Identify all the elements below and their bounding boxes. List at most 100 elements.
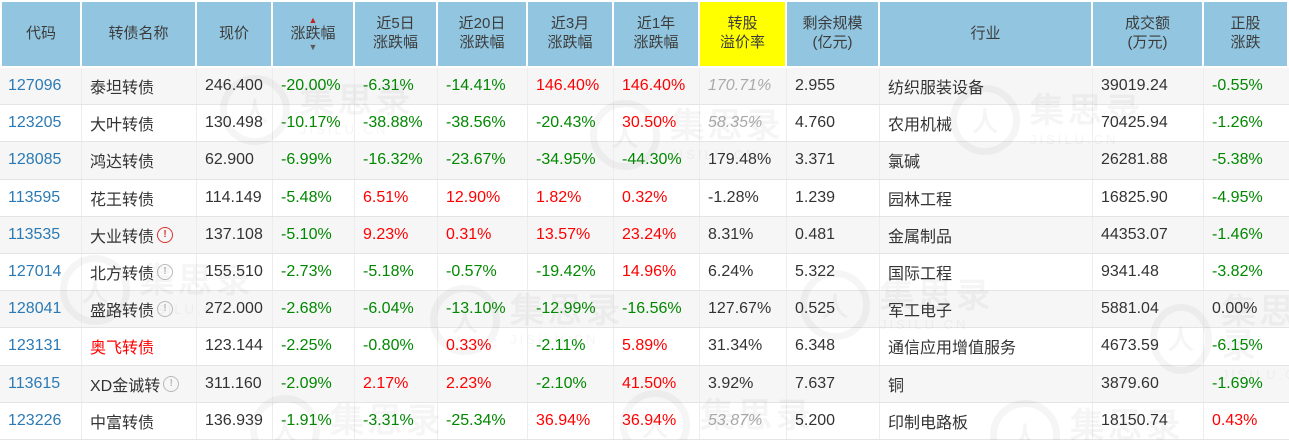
cell-stock-change-value: -1.46% (1212, 225, 1263, 243)
bond-alert-icon[interactable]: ! (157, 301, 174, 318)
table-row: 113535 大业转债! 137.108 -5.10% 9.23% 0.31% 13.57%… (0, 216, 1289, 254)
col-header-name[interactable]: 转债名称 (82, 2, 197, 66)
cell-change-20d: -0.57% (438, 253, 528, 291)
cell-stock-change: 0.43% (1204, 403, 1289, 439)
cell-change-20d-value: -14.41% (446, 77, 506, 95)
col-header-chg20d[interactable]: 近20日 涨跌幅 (438, 2, 528, 66)
cell-change-3m: -34.95% (528, 142, 614, 179)
cell-change-1y: 0.32% (614, 179, 700, 216)
col-header-price[interactable]: 现价 (197, 2, 273, 66)
col-header-label: 正股 (1230, 15, 1261, 33)
bond-name-label: 奥飞转债 (90, 340, 155, 358)
cell-stock-change-value: -4.95% (1212, 188, 1263, 206)
cell-code[interactable]: 123226 (0, 402, 82, 439)
cell-change-3m: 1.82% (528, 179, 614, 216)
cell-change-value: -2.25% (281, 337, 332, 355)
cell-premium-value: 127.67% (708, 300, 772, 318)
col-header-chg3m[interactable]: 近3月 涨跌幅 (528, 2, 614, 66)
cell-change-5d-value: -5.18% (363, 263, 414, 281)
cell-code[interactable]: 127014 (0, 253, 82, 291)
col-header-code[interactable]: 代码 (0, 2, 82, 66)
bond-name-label: 鸿达转债 (90, 154, 155, 172)
cell-bond-name: 北方转债! (82, 253, 197, 291)
cell-code[interactable]: 127096 (0, 68, 82, 105)
table-row: 127096 泰坦转债 246.400 -20.00% -6.31% -14.41% 146… (0, 68, 1289, 106)
cell-change-5d: -3.31% (355, 402, 438, 439)
cell-price: 311.160 (197, 365, 273, 402)
cell-change-20d: 12.90% (438, 179, 528, 216)
cell-premium-value: 179.48% (708, 151, 772, 169)
cell-change-3m: 13.57% (528, 216, 614, 253)
cell-industry: 纺织服装设备 (880, 68, 1093, 105)
col-header-label: 涨跌幅 (547, 34, 593, 51)
cell-code[interactable]: 113615 (0, 365, 82, 402)
cell-bond-name: 大业转债! (82, 216, 197, 253)
cell-change: -2.73% (273, 253, 355, 291)
bond-alert-icon[interactable]: ! (157, 264, 174, 281)
cell-change-20d-value: -38.56% (446, 114, 506, 132)
cell-stock-change-value: -1.26% (1212, 114, 1263, 132)
table-row: 127014 北方转债! 155.510 -2.73% -5.18% -0.57% -19.… (0, 253, 1289, 292)
cell-premium-value: 8.31% (708, 225, 754, 243)
cell-code[interactable]: 128041 (0, 291, 82, 328)
cell-industry: 农用机械 (880, 105, 1093, 142)
col-header-chg5d[interactable]: 近5日 涨跌幅 (355, 2, 438, 66)
col-header-label: 近1年 (636, 15, 676, 33)
cell-change: -10.17% (273, 105, 355, 142)
col-header-size[interactable]: 剩余规模 (亿元) (787, 2, 880, 66)
cell-change-3m: -2.10% (528, 365, 614, 402)
cell-price: 62.900 (197, 142, 273, 179)
cell-change-20d: 2.23% (438, 365, 528, 402)
cell-change-5d: 6.51% (355, 179, 438, 216)
cell-code[interactable]: 123131 (0, 328, 82, 365)
cell-bond-name: 花王转债 (82, 179, 197, 216)
cell-change-value: -2.09% (281, 374, 332, 392)
cell-change-value: -5.48% (281, 188, 332, 206)
cell-change-5d-value: -38.88% (363, 114, 423, 132)
cell-change: -6.99% (273, 142, 355, 179)
col-header-label: 涨跌幅 (290, 24, 336, 42)
cell-change-5d-value: -3.31% (363, 411, 414, 429)
cell-price: 155.510 (197, 253, 273, 291)
cell-bond-name: 盛路转债! (82, 291, 197, 328)
cell-change-3m-value: -2.10% (536, 374, 587, 392)
cell-change-20d: 0.31% (438, 216, 528, 253)
cell-size: 0.481 (787, 216, 880, 253)
sort-asc-icon[interactable]: ▲ (308, 14, 318, 25)
cell-change-20d-value: -0.57% (446, 263, 497, 281)
bond-alert-icon[interactable]: ! (163, 375, 180, 392)
cell-change-5d: -38.88% (355, 105, 438, 142)
table-row: 123226 中富转债 136.939 -1.91% -3.31% -25.34% 36.9… (0, 402, 1289, 440)
cell-change-3m: 36.94% (528, 402, 614, 439)
cell-change-value: -2.68% (281, 300, 332, 318)
cell-code[interactable]: 123205 (0, 105, 82, 142)
cell-change-3m-value: -20.43% (536, 114, 596, 132)
table-row: 123131 奥飞转债 123.144 -2.25% -0.80% 0.33% -2.11%… (0, 328, 1289, 366)
col-header-turnover[interactable]: 成交额 (万元) (1093, 2, 1204, 66)
cell-change-5d-value: 9.23% (363, 225, 409, 243)
cell-change-1y: 36.94% (614, 402, 700, 439)
cell-code[interactable]: 113535 (0, 216, 82, 253)
cell-turnover: 16825.90 (1093, 179, 1204, 216)
cell-size: 6.348 (787, 328, 880, 365)
cell-code[interactable]: 128085 (0, 142, 82, 179)
col-header-label: 剩余规模 (802, 15, 863, 33)
cell-stock-change: -5.38% (1204, 142, 1289, 178)
bond-alert-icon[interactable]: ! (157, 226, 174, 243)
table-row: 113615 XD金诚转! 311.160 -2.09% 2.17% 2.23% -2.10… (0, 365, 1289, 403)
cell-change-5d-value: -6.04% (363, 300, 414, 318)
col-header-stock[interactable]: 正股 涨跌 (1204, 2, 1289, 66)
cell-premium: 8.31% (700, 216, 787, 253)
cell-change-20d-value: 12.90% (446, 188, 501, 206)
cell-change-3m: -19.42% (528, 253, 614, 291)
cell-change-5d: 9.23% (355, 216, 438, 253)
cell-code[interactable]: 113595 (0, 179, 82, 216)
col-header-chg1y[interactable]: 近1年 涨跌幅 (614, 2, 700, 66)
col-header-label: 近20日 (458, 15, 506, 33)
cell-change-20d: -14.41% (438, 68, 528, 105)
cell-change-1y: -16.56% (614, 291, 700, 328)
col-header-premium[interactable]: 转股 溢价率 (700, 2, 787, 66)
col-header-industry[interactable]: 行业 (880, 2, 1093, 66)
sort-desc-icon[interactable]: ▼ (308, 42, 318, 53)
col-header-change[interactable]: ▲ 涨跌幅 ▼ (273, 2, 355, 66)
